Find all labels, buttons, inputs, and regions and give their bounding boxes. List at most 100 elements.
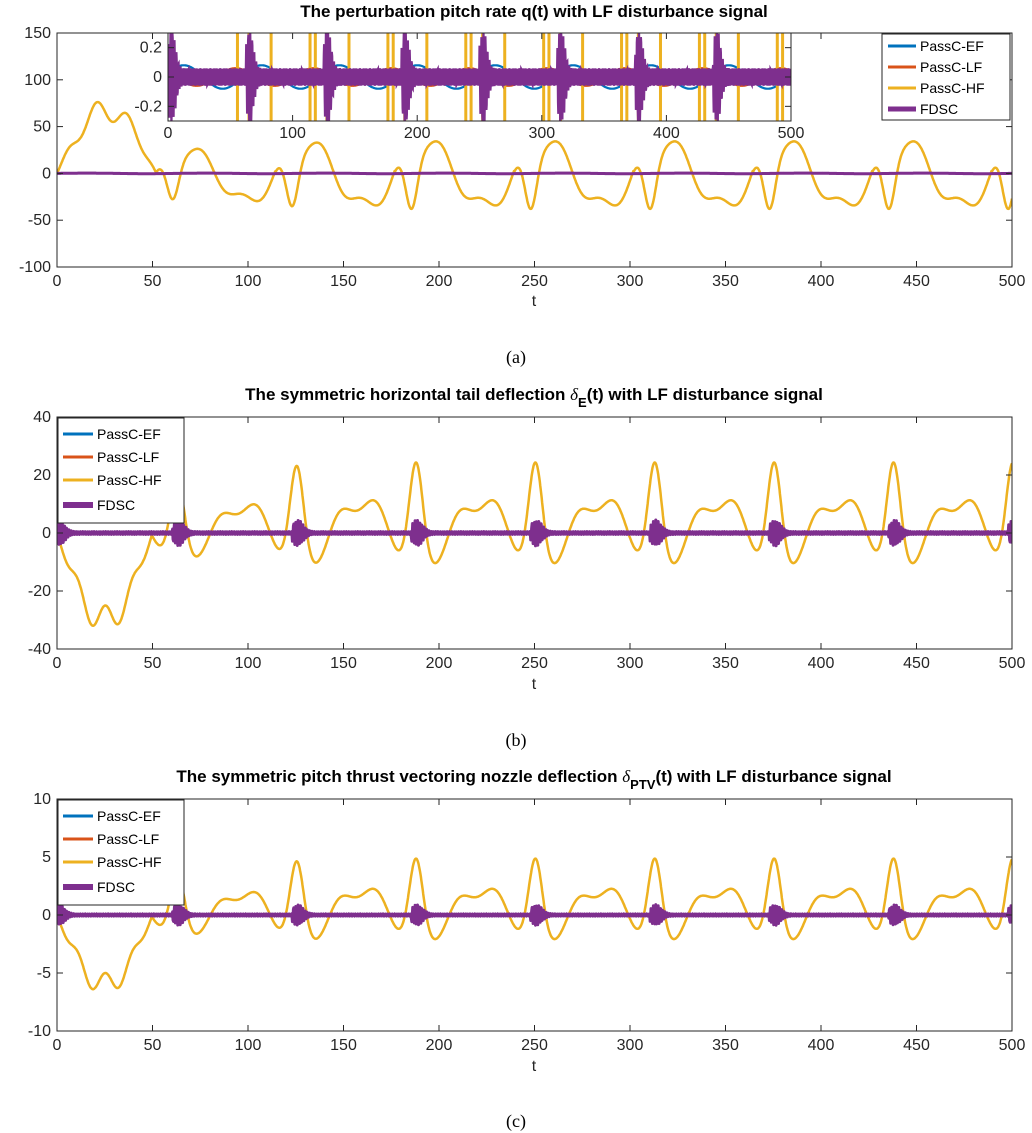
panel-a-legend: PassC-EF PassC-LF PassC-HF FDSC xyxy=(881,33,1011,121)
legend-label: PassC-HF xyxy=(920,80,985,96)
x-tick-label: 0 xyxy=(164,125,173,142)
x-tick-label: 400 xyxy=(808,273,835,290)
panel-a-inset: 0 100 200 300 400 500 -0.200.2 xyxy=(134,32,805,142)
y-tick-label: -20 xyxy=(28,583,51,600)
panel-b-legend-entry-passc-hf: PassC-HF xyxy=(63,472,162,488)
x-tick-label: 200 xyxy=(426,273,453,290)
y-tick-label: 0 xyxy=(153,69,162,86)
series-line-passc-hf xyxy=(57,100,1012,211)
x-tick-label: 500 xyxy=(778,125,805,142)
x-tick-label: 200 xyxy=(426,655,453,672)
y-tick-label: 10 xyxy=(33,791,51,808)
x-tick-label: 100 xyxy=(235,655,262,672)
x-tick-label: 150 xyxy=(330,273,357,290)
x-tick-label: 450 xyxy=(903,1037,930,1054)
panel-c-title-subscript: PTV xyxy=(630,777,656,792)
x-tick-label: 450 xyxy=(903,655,930,672)
panel-a-inset-series xyxy=(168,33,791,121)
y-tick-label: -0.2 xyxy=(134,98,162,115)
y-tick-label: 0.2 xyxy=(140,40,162,57)
x-tick-label: 500 xyxy=(999,273,1026,290)
panel-b-title-part-1: The symmetric horizontal tail deflection xyxy=(245,385,570,404)
panel-b-x-ticks: 0 50 100 150 200 250 300 350 400 450 500 xyxy=(53,417,1026,672)
panel-a: The perturbation pitch rate q(t) with LF… xyxy=(19,2,1025,368)
y-tick-label: 5 xyxy=(42,849,51,866)
x-tick-label: 200 xyxy=(404,125,431,142)
y-tick-label: 0 xyxy=(42,907,51,924)
panel-c-legend-entry-passc-lf: PassC-LF xyxy=(63,831,159,847)
panel-b-caption: (b) xyxy=(506,730,527,751)
panel-b: The symmetric horizontal tail deflection… xyxy=(28,385,1026,751)
panel-b-title-delta: δ xyxy=(570,385,579,404)
x-tick-label: 400 xyxy=(808,1037,835,1054)
legend-label: FDSC xyxy=(97,879,135,895)
legend-label: PassC-LF xyxy=(97,831,159,847)
x-tick-label: 50 xyxy=(144,273,162,290)
x-tick-label: 350 xyxy=(712,1037,739,1054)
panel-b-legend-entry-passc-ef: PassC-EF xyxy=(63,426,161,442)
panel-a-plot-series xyxy=(57,100,1012,211)
x-tick-label: 100 xyxy=(235,273,262,290)
panel-c-y-ticks: -10 -5 0 5 10 xyxy=(28,791,1012,1040)
x-tick-label: 350 xyxy=(712,655,739,672)
x-tick-label: 0 xyxy=(53,1037,62,1054)
x-tick-label: 250 xyxy=(521,655,548,672)
panel-c-legend-entry-passc-ef: PassC-EF xyxy=(63,808,161,824)
legend-label: PassC-LF xyxy=(920,59,982,75)
panel-c-title: The symmetric pitch thrust vectoring noz… xyxy=(176,767,891,792)
panel-a-legend-entry-passc-hf: PassC-HF xyxy=(888,80,985,96)
legend-label: PassC-EF xyxy=(97,426,161,442)
legend-label: PassC-EF xyxy=(920,38,984,54)
panel-c: The symmetric pitch thrust vectoring noz… xyxy=(28,767,1026,1132)
x-tick-label: 300 xyxy=(528,125,555,142)
x-tick-label: 350 xyxy=(712,273,739,290)
legend-label: PassC-HF xyxy=(97,472,162,488)
series-line-fdsc xyxy=(57,518,1012,548)
legend-label: FDSC xyxy=(920,101,958,117)
y-tick-label: 20 xyxy=(33,467,51,484)
series-line-passc-hf xyxy=(57,857,1012,991)
panel-b-x-label: t xyxy=(532,676,537,693)
x-tick-label: 400 xyxy=(808,655,835,672)
series-line-fdsc xyxy=(57,903,1012,927)
x-tick-label: 50 xyxy=(144,1037,162,1054)
x-tick-label: 300 xyxy=(617,273,644,290)
panel-b-title-subscript: E xyxy=(578,395,587,410)
x-tick-label: 400 xyxy=(653,125,680,142)
panel-c-title-delta: δ xyxy=(622,767,631,786)
y-tick-label: -100 xyxy=(19,259,51,276)
panel-a-x-label: t xyxy=(532,293,537,310)
x-tick-label: 50 xyxy=(144,655,162,672)
y-tick-label: 0 xyxy=(42,165,51,182)
y-tick-label: 100 xyxy=(24,72,51,89)
series-line-passc-hf xyxy=(57,461,1012,627)
panel-c-title-part-2: (t) with LF disturbance signal xyxy=(655,767,891,786)
y-tick-label: -10 xyxy=(28,1023,51,1040)
series-line-fdsc xyxy=(57,171,1012,176)
panel-b-legend-entry-passc-lf: PassC-LF xyxy=(63,449,159,465)
x-tick-label: 300 xyxy=(617,655,644,672)
panel-c-legend-entry-passc-hf: PassC-HF xyxy=(63,854,162,870)
x-tick-label: 250 xyxy=(521,273,548,290)
x-tick-label: 450 xyxy=(903,273,930,290)
panel-a-inset-y-ticks: -0.2 0 0.2 xyxy=(134,40,791,115)
panel-b-title-part-2: (t) with LF disturbance signal xyxy=(587,385,823,404)
panel-b-legend: PassC-EF PassC-LF PassC-HF FDSC xyxy=(57,417,185,524)
x-tick-label: 300 xyxy=(617,1037,644,1054)
panel-c-plot-series xyxy=(57,857,1012,991)
x-tick-label: 500 xyxy=(999,655,1026,672)
panel-c-x-ticks: 0 50 100 150 200 250 300 350 400 450 500 xyxy=(53,799,1025,1054)
y-tick-label: 0 xyxy=(42,525,51,542)
x-tick-label: 100 xyxy=(279,125,306,142)
y-tick-label: 50 xyxy=(33,119,51,136)
x-tick-label: 0 xyxy=(53,273,62,290)
panel-c-x-label: t xyxy=(532,1058,537,1075)
panel-b-title: The symmetric horizontal tail deflection… xyxy=(245,385,823,410)
panel-a-title: The perturbation pitch rate q(t) with LF… xyxy=(300,2,768,21)
x-tick-label: 150 xyxy=(330,1037,357,1054)
panel-a-legend-entry-passc-ef: PassC-EF xyxy=(888,38,984,54)
legend-label: PassC-EF xyxy=(97,808,161,824)
panel-a-caption: (a) xyxy=(506,347,526,368)
y-tick-label: -5 xyxy=(37,965,51,982)
